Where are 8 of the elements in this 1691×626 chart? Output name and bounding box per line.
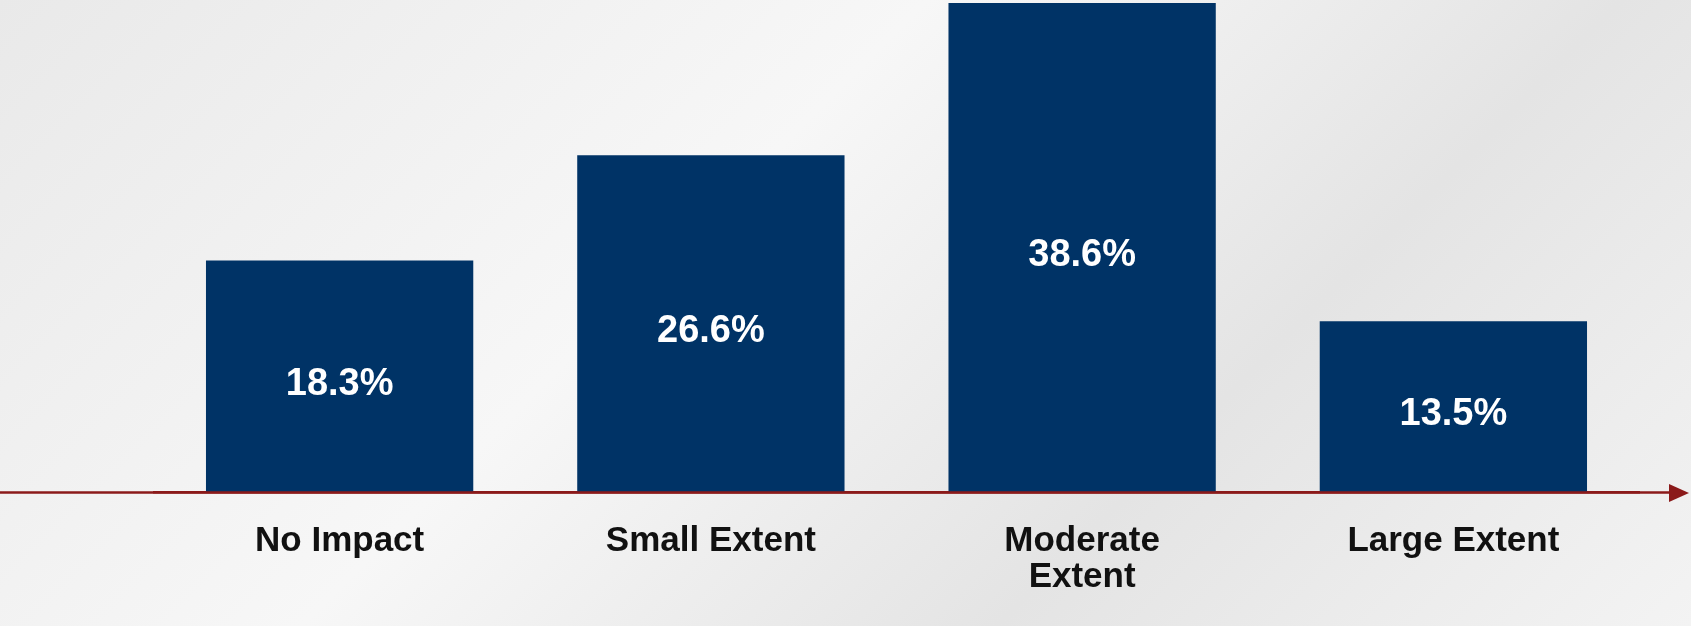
data-label: 18.3% [285,360,394,403]
x-tick-label: Small Extent [605,518,817,558]
data-label: 38.6% [1028,232,1136,275]
data-label: 26.6% [657,308,765,351]
x-tick-label: Large Extent [1347,518,1560,558]
data-label: 13.5% [1399,391,1508,434]
x-tick-label: Moderate Extent [1004,518,1160,595]
x-tick-label: No Impact [255,518,425,558]
